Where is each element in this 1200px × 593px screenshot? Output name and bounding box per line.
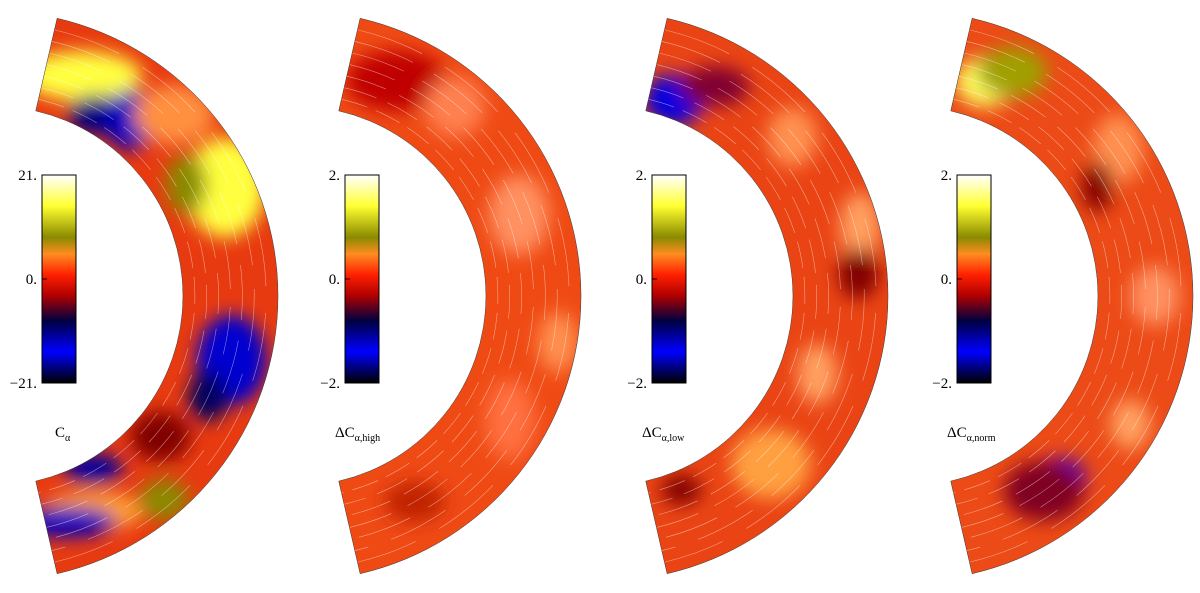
- colorbar: [651, 174, 687, 384]
- label-symbol: ΔC: [642, 425, 662, 441]
- colorbar-tick-label: 2.: [941, 168, 952, 184]
- colorbar-tick-label: −2.: [932, 376, 952, 392]
- panel-label: ΔCα,high: [335, 425, 380, 444]
- map-outline: [950, 18, 1194, 574]
- contour: [54, 29, 267, 563]
- map-outline: [645, 18, 889, 574]
- map-blob: [661, 474, 702, 505]
- contour: [659, 52, 853, 540]
- meridional-map: [35, 18, 279, 574]
- meridional-map: [338, 18, 582, 574]
- colorbar-tick-label: 0.: [941, 272, 952, 288]
- map-blob: [838, 248, 879, 299]
- colorbar-tick-label: 0.: [329, 272, 340, 288]
- map-blob: [138, 479, 189, 520]
- colorbar-tick-label: 0.: [636, 272, 647, 288]
- colorbar-tick-label: 21.: [18, 168, 37, 184]
- contour: [349, 64, 534, 528]
- meridional-map: [950, 18, 1193, 574]
- contour: [966, 41, 1170, 551]
- map-features: [645, 66, 880, 505]
- contour: [956, 87, 1123, 505]
- label-subscript: α,low: [662, 433, 686, 444]
- contour: [357, 29, 570, 563]
- map-blob: [130, 411, 191, 462]
- contour: [653, 75, 829, 517]
- map-blob: [1130, 266, 1180, 326]
- panel: 2. 0. −2. ΔCα,low: [627, 18, 889, 574]
- colorbar: [956, 174, 992, 384]
- contour: [346, 75, 522, 517]
- contour: [964, 52, 1158, 540]
- map-blob: [1110, 399, 1151, 450]
- colorbar-tick-label: 2.: [636, 168, 647, 184]
- contour: [664, 29, 877, 563]
- map-blob: [134, 84, 215, 145]
- contour: [38, 99, 196, 493]
- contour: [648, 99, 806, 493]
- contour: [961, 64, 1146, 528]
- map-outline: [338, 18, 582, 574]
- contour: [958, 75, 1134, 517]
- contour: [41, 87, 208, 505]
- colorbar: [344, 174, 380, 384]
- map-blob: [484, 379, 535, 460]
- map-base: [645, 18, 889, 574]
- colorbar: [41, 174, 77, 384]
- map-blob: [797, 343, 838, 404]
- contour: [969, 29, 1182, 563]
- label-symbol: ΔC: [947, 425, 967, 441]
- panel: 21. 0. −21. Cα: [10, 18, 279, 574]
- colorbar-tick-label: 2.: [329, 168, 340, 184]
- panel-label: ΔCα,norm: [947, 425, 996, 444]
- contour: [49, 52, 243, 540]
- contour: [43, 75, 219, 517]
- contour: [953, 99, 1111, 493]
- contour: [341, 99, 499, 493]
- map-blob: [1082, 161, 1113, 212]
- map-blob: [166, 154, 207, 215]
- contour: [354, 41, 558, 551]
- colorbar-tick-label: −21.: [10, 376, 37, 392]
- colorbar-tick-label: −2.: [627, 376, 647, 392]
- panel: 2. 0. −2. ΔCα,high: [320, 18, 582, 574]
- panel-label: ΔCα,low: [642, 425, 685, 444]
- map-blob: [537, 312, 578, 373]
- contour: [656, 64, 841, 528]
- map-blob: [977, 47, 1048, 98]
- label-symbol: C: [55, 425, 65, 441]
- contour: [661, 41, 865, 551]
- label-subscript: α,norm: [967, 433, 996, 444]
- colorbar-tick-label: 0.: [26, 272, 37, 288]
- map-blob: [679, 66, 750, 107]
- label-symbol: ΔC: [335, 425, 355, 441]
- label-subscript: α: [65, 433, 71, 444]
- meridional-map: [645, 18, 889, 574]
- map-outline: [35, 18, 279, 574]
- panel: 2. 0. −2. ΔCα,norm: [932, 18, 1194, 574]
- contour: [51, 41, 255, 551]
- colorbar-tick-label: −2.: [320, 376, 340, 392]
- label-subscript: α,high: [355, 433, 381, 444]
- contour: [352, 52, 546, 540]
- panel-label: Cα: [55, 425, 71, 444]
- contour: [651, 87, 818, 505]
- contour: [46, 64, 231, 528]
- contour: [344, 87, 511, 505]
- map-blob: [424, 76, 485, 137]
- map-blob: [839, 192, 880, 263]
- map-blob: [767, 107, 818, 168]
